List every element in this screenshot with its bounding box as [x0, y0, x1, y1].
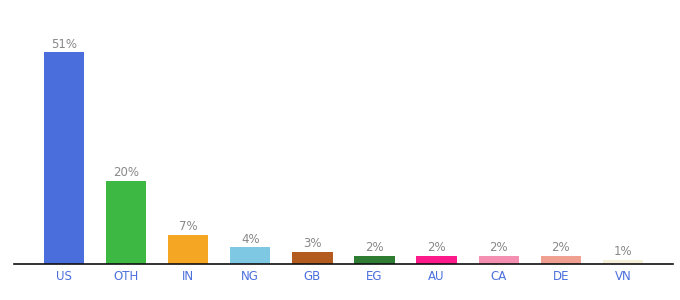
- Text: 2%: 2%: [365, 241, 384, 254]
- Text: 3%: 3%: [303, 237, 322, 250]
- Bar: [416, 256, 457, 264]
- Text: 2%: 2%: [551, 241, 571, 254]
- Bar: [479, 256, 519, 264]
- Text: 20%: 20%: [113, 166, 139, 179]
- Bar: [541, 256, 581, 264]
- Bar: [230, 248, 271, 264]
- Text: 51%: 51%: [51, 38, 77, 51]
- Bar: [354, 256, 394, 264]
- Text: 1%: 1%: [614, 245, 632, 258]
- Bar: [603, 260, 643, 264]
- Bar: [292, 251, 333, 264]
- Text: 4%: 4%: [241, 233, 260, 246]
- Text: 2%: 2%: [490, 241, 508, 254]
- Text: 7%: 7%: [179, 220, 197, 233]
- Bar: [168, 235, 208, 264]
- Text: 2%: 2%: [427, 241, 446, 254]
- Bar: [105, 181, 146, 264]
- Bar: [44, 52, 84, 264]
